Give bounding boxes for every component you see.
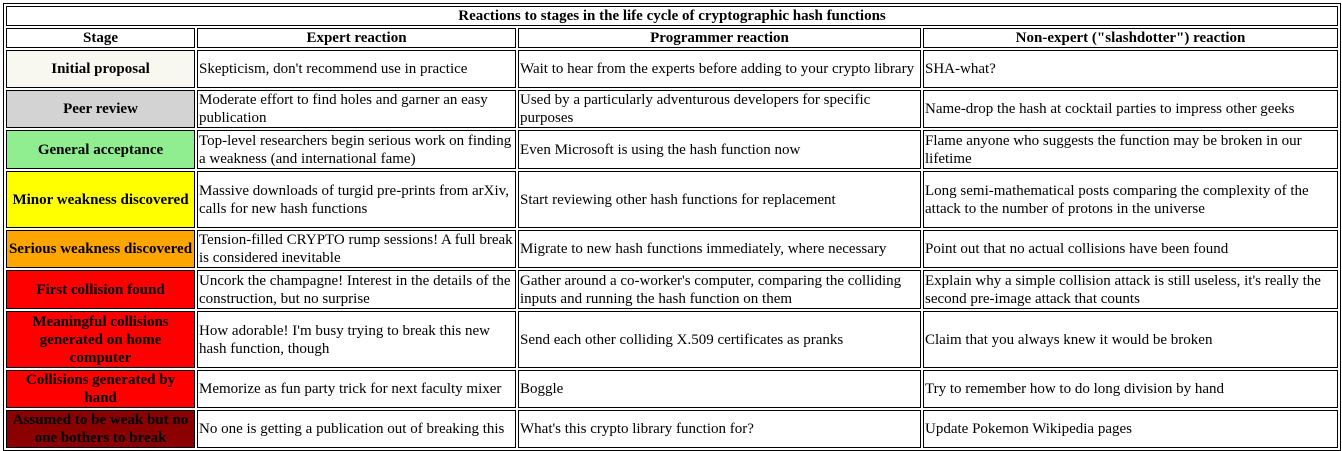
expert-reaction-cell: Top-level researchers begin serious work… bbox=[197, 130, 516, 169]
table-header-row: Stage Expert reaction Programmer reactio… bbox=[6, 28, 1339, 48]
expert-reaction-cell: Uncork the champagne! Interest in the de… bbox=[197, 270, 516, 309]
stage-cell: Minor weakness discovered bbox=[6, 171, 195, 228]
nonexpert-reaction-cell: Try to remember how to do long division … bbox=[923, 370, 1339, 408]
stage-cell: General acceptance bbox=[6, 130, 195, 169]
table-row: First collision found Uncork the champagn… bbox=[6, 270, 1339, 309]
programmer-reaction-cell: Boggle bbox=[518, 370, 921, 408]
nonexpert-reaction-cell: Name-drop the hash at cocktail parties t… bbox=[923, 90, 1339, 128]
table-row: Initial proposal Skepticism, don't recomm… bbox=[6, 50, 1339, 88]
programmer-reaction-cell: Even Microsoft is using the hash functio… bbox=[518, 130, 921, 169]
table-row: Assumed to be weak but no one bothers to… bbox=[6, 410, 1339, 448]
nonexpert-reaction-cell: Long semi-mathematical posts comparing t… bbox=[923, 171, 1339, 228]
expert-reaction-cell: How adorable! I'm busy trying to break t… bbox=[197, 311, 516, 368]
expert-reaction-cell: No one is getting a publication out of b… bbox=[197, 410, 516, 448]
table-row: Meaningful collisions generated on home … bbox=[6, 311, 1339, 368]
stage-cell: Peer review bbox=[6, 90, 195, 128]
expert-reaction-cell: Massive downloads of turgid pre-prints f… bbox=[197, 171, 516, 228]
nonexpert-reaction-cell: Claim that you always knew it would be b… bbox=[923, 311, 1339, 368]
header-expert: Expert reaction bbox=[197, 28, 516, 48]
stage-cell: Meaningful collisions generated on home … bbox=[6, 311, 195, 368]
stage-cell: Serious weakness discovered bbox=[6, 230, 195, 268]
nonexpert-reaction-cell: Explain why a simple collision attack is… bbox=[923, 270, 1339, 309]
table-row: Minor weakness discovered Massive downloa… bbox=[6, 171, 1339, 228]
programmer-reaction-cell: Send each other colliding X.509 certific… bbox=[518, 311, 921, 368]
nonexpert-reaction-cell: Update Pokemon Wikipedia pages bbox=[923, 410, 1339, 448]
programmer-reaction-cell: What's this crypto library function for? bbox=[518, 410, 921, 448]
programmer-reaction-cell: Gather around a co-worker's computer, co… bbox=[518, 270, 921, 309]
programmer-reaction-cell: Migrate to new hash functions immediatel… bbox=[518, 230, 921, 268]
programmer-reaction-cell: Wait to hear from the experts before add… bbox=[518, 50, 921, 88]
expert-reaction-cell: Moderate effort to find holes and garner… bbox=[197, 90, 516, 128]
expert-reaction-cell: Memorize as fun party trick for next fac… bbox=[197, 370, 516, 408]
header-stage: Stage bbox=[6, 28, 195, 48]
table-row: Serious weakness discovered Tension-fille… bbox=[6, 230, 1339, 268]
table-title: Reactions to stages in the life cycle of… bbox=[6, 6, 1339, 26]
hash-lifecycle-table: Reactions to stages in the life cycle of… bbox=[3, 3, 1342, 451]
stage-cell: Collisions generated by hand bbox=[6, 370, 195, 408]
nonexpert-reaction-cell: Point out that no actual collisions have… bbox=[923, 230, 1339, 268]
programmer-reaction-cell: Start reviewing other hash functions for… bbox=[518, 171, 921, 228]
table-row: Peer review Moderate effort to find holes… bbox=[6, 90, 1339, 128]
nonexpert-reaction-cell: Flame anyone who suggests the function m… bbox=[923, 130, 1339, 169]
stage-cell: Initial proposal bbox=[6, 50, 195, 88]
table-row: General acceptance Top-level researchers … bbox=[6, 130, 1339, 169]
nonexpert-reaction-cell: SHA-what? bbox=[923, 50, 1339, 88]
stage-cell: Assumed to be weak but no one bothers to… bbox=[6, 410, 195, 448]
expert-reaction-cell: Tension-filled CRYPTO rump sessions! A f… bbox=[197, 230, 516, 268]
table-title-row: Reactions to stages in the life cycle of… bbox=[6, 6, 1339, 26]
expert-reaction-cell: Skepticism, don't recommend use in pract… bbox=[197, 50, 516, 88]
header-programmer: Programmer reaction bbox=[518, 28, 921, 48]
programmer-reaction-cell: Used by a particularly adventurous devel… bbox=[518, 90, 921, 128]
table-row: Collisions generated by hand Memorize as … bbox=[6, 370, 1339, 408]
header-nonexpert: Non-expert ("slashdotter") reaction bbox=[923, 28, 1339, 48]
stage-cell: First collision found bbox=[6, 270, 195, 309]
